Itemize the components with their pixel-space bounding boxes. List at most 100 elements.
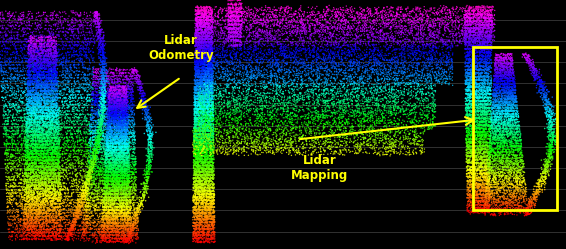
Point	[23, 64, 32, 68]
Point	[200, 155, 209, 159]
Point	[44, 193, 53, 197]
Point	[60, 162, 69, 166]
Point	[243, 49, 252, 53]
Point	[506, 109, 515, 113]
Point	[27, 33, 36, 37]
Point	[110, 118, 119, 122]
Point	[266, 127, 275, 131]
Point	[484, 165, 493, 169]
Point	[5, 66, 14, 70]
Point	[196, 155, 205, 159]
Point	[237, 23, 246, 27]
Point	[492, 153, 501, 157]
Point	[5, 135, 14, 139]
Point	[32, 41, 41, 45]
Point	[99, 154, 108, 158]
Point	[475, 40, 484, 44]
Point	[503, 76, 512, 80]
Point	[201, 198, 211, 202]
Point	[376, 119, 385, 123]
Point	[110, 169, 119, 173]
Point	[195, 121, 204, 124]
Point	[121, 93, 130, 97]
Point	[192, 208, 201, 212]
Point	[66, 63, 75, 67]
Point	[107, 105, 116, 109]
Point	[37, 83, 46, 87]
Point	[195, 31, 204, 35]
Point	[537, 172, 546, 176]
Point	[28, 117, 37, 121]
Point	[102, 201, 111, 205]
Point	[33, 58, 42, 62]
Point	[118, 195, 127, 199]
Point	[415, 73, 424, 77]
Point	[96, 232, 105, 236]
Point	[207, 81, 216, 85]
Point	[491, 172, 500, 176]
Point	[468, 56, 477, 60]
Point	[57, 209, 66, 213]
Point	[38, 57, 48, 61]
Point	[521, 52, 530, 56]
Point	[235, 56, 245, 60]
Point	[468, 204, 477, 208]
Point	[112, 144, 121, 148]
Point	[509, 83, 518, 87]
Point	[83, 189, 92, 193]
Point	[100, 152, 109, 156]
Point	[397, 20, 406, 24]
Point	[50, 46, 59, 50]
Point	[364, 33, 373, 37]
Point	[84, 73, 93, 77]
Point	[40, 181, 49, 185]
Point	[495, 157, 504, 161]
Point	[246, 33, 255, 37]
Point	[80, 227, 89, 231]
Point	[495, 71, 504, 75]
Point	[273, 58, 282, 62]
Point	[132, 69, 141, 73]
Point	[200, 119, 209, 123]
Point	[85, 59, 94, 63]
Point	[123, 101, 132, 105]
Point	[36, 96, 45, 100]
Point	[240, 141, 249, 145]
Point	[104, 230, 113, 234]
Point	[82, 224, 91, 228]
Point	[121, 195, 130, 199]
Point	[376, 39, 385, 43]
Point	[27, 60, 36, 64]
Point	[23, 220, 32, 224]
Point	[452, 11, 461, 15]
Point	[25, 126, 35, 130]
Point	[400, 93, 409, 97]
Point	[79, 206, 88, 210]
Point	[498, 155, 507, 159]
Point	[204, 227, 213, 231]
Point	[54, 162, 63, 166]
Point	[484, 143, 494, 147]
Point	[80, 214, 89, 218]
Point	[105, 151, 114, 155]
Point	[191, 186, 200, 189]
Point	[200, 75, 209, 79]
Point	[52, 175, 61, 179]
Point	[108, 70, 117, 74]
Point	[112, 204, 121, 208]
Point	[495, 56, 504, 60]
Point	[465, 109, 474, 113]
Point	[94, 158, 103, 162]
Point	[466, 44, 475, 48]
Point	[481, 78, 490, 82]
Point	[90, 18, 99, 22]
Point	[208, 100, 217, 104]
Point	[507, 150, 516, 154]
Point	[500, 70, 509, 74]
Point	[509, 82, 518, 86]
Point	[116, 92, 125, 96]
Point	[312, 101, 321, 105]
Point	[462, 23, 471, 27]
Point	[203, 216, 212, 220]
Point	[502, 56, 511, 60]
